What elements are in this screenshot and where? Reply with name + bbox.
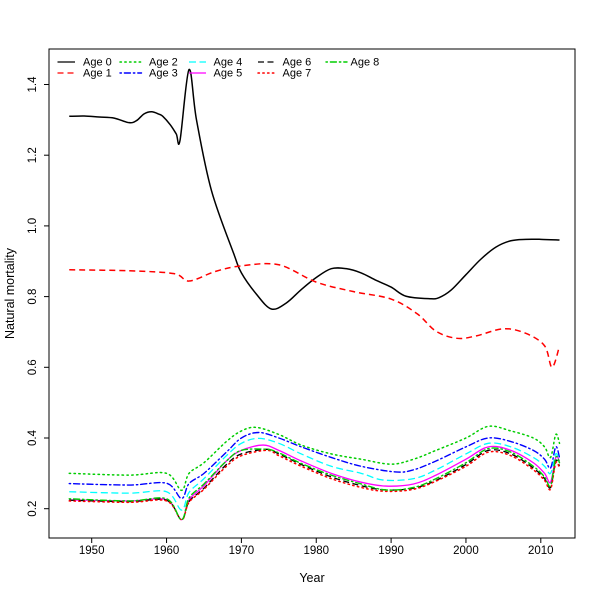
svg-text:1.0: 1.0 xyxy=(27,218,39,234)
svg-text:0.2: 0.2 xyxy=(27,501,39,517)
svg-text:Age 5: Age 5 xyxy=(214,68,243,80)
svg-text:0.8: 0.8 xyxy=(27,289,39,305)
svg-text:Natural mortality: Natural mortality xyxy=(3,247,17,339)
svg-text:1970: 1970 xyxy=(229,545,255,557)
svg-text:Age 7: Age 7 xyxy=(283,68,312,80)
svg-text:1.2: 1.2 xyxy=(27,147,39,163)
svg-text:1980: 1980 xyxy=(303,545,329,557)
svg-text:2010: 2010 xyxy=(528,545,554,557)
svg-text:1960: 1960 xyxy=(154,545,180,557)
svg-text:Year: Year xyxy=(299,571,324,585)
svg-text:1990: 1990 xyxy=(378,545,404,557)
svg-text:0.4: 0.4 xyxy=(27,429,39,446)
svg-text:Age 8: Age 8 xyxy=(351,57,380,69)
svg-text:1.4: 1.4 xyxy=(27,76,39,93)
svg-text:2000: 2000 xyxy=(453,545,479,557)
svg-text:0.6: 0.6 xyxy=(27,359,39,375)
svg-text:1950: 1950 xyxy=(79,545,105,557)
svg-text:Age 3: Age 3 xyxy=(149,68,178,80)
svg-text:Age 1: Age 1 xyxy=(83,68,112,80)
